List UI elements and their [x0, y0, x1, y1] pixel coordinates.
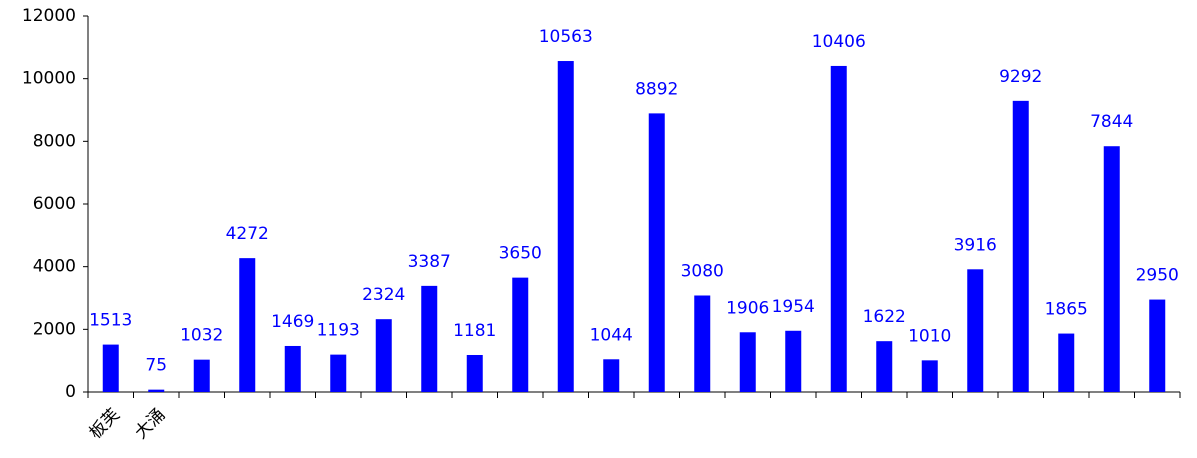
bar [694, 295, 711, 392]
value-label: 2324 [362, 285, 405, 305]
bar [1012, 100, 1029, 392]
value-label: 1193 [317, 321, 360, 341]
bar [603, 359, 620, 392]
bar [421, 285, 438, 392]
value-label: 1622 [863, 307, 906, 327]
y-tick-label: 12000 [22, 6, 76, 26]
value-label: 1010 [908, 326, 951, 346]
bar [1149, 299, 1166, 392]
bar [967, 269, 984, 392]
value-label: 10563 [539, 27, 593, 47]
value-label: 1032 [180, 326, 223, 346]
y-tick-label: 10000 [22, 69, 76, 89]
value-label: 3080 [681, 261, 724, 281]
value-label: 7844 [1090, 112, 1133, 132]
value-label: 1865 [1045, 300, 1088, 320]
value-label: 3650 [499, 244, 542, 264]
bar [102, 344, 119, 392]
value-label: 1181 [453, 321, 496, 341]
value-label: 4272 [226, 224, 269, 244]
bar [148, 389, 165, 392]
value-label: 1044 [590, 325, 633, 345]
value-label: 1469 [271, 312, 314, 332]
value-label: 1954 [772, 297, 815, 317]
value-label: 1513 [89, 311, 132, 331]
value-label: 10406 [812, 32, 866, 52]
bar [1058, 333, 1075, 392]
value-label: 8892 [635, 79, 678, 99]
x-tick-label: 板芙 [86, 405, 124, 443]
bar [648, 113, 665, 392]
bar [785, 330, 802, 392]
bar [921, 360, 938, 392]
bar [239, 258, 256, 392]
y-tick-label: 8000 [33, 131, 76, 151]
bar [830, 65, 847, 392]
value-label: 2950 [1136, 266, 1179, 286]
y-tick-label: 0 [65, 382, 76, 402]
bar [876, 341, 893, 392]
x-tick-label: 大涌 [131, 405, 169, 443]
value-label: 9292 [999, 67, 1042, 87]
bar [739, 332, 756, 392]
y-tick-label: 2000 [33, 319, 76, 339]
bar [284, 345, 301, 392]
value-label: 1906 [726, 298, 769, 318]
value-label: 3387 [408, 252, 451, 272]
bar [466, 354, 483, 392]
bar [512, 277, 529, 392]
bar [375, 319, 392, 392]
bar [193, 359, 210, 392]
y-tick-label: 6000 [33, 194, 76, 214]
bar [557, 61, 574, 392]
bar [1103, 146, 1120, 392]
value-label: 3916 [954, 235, 997, 255]
value-label: 75 [145, 356, 167, 376]
bar [330, 354, 347, 392]
y-tick-label: 4000 [33, 257, 76, 277]
